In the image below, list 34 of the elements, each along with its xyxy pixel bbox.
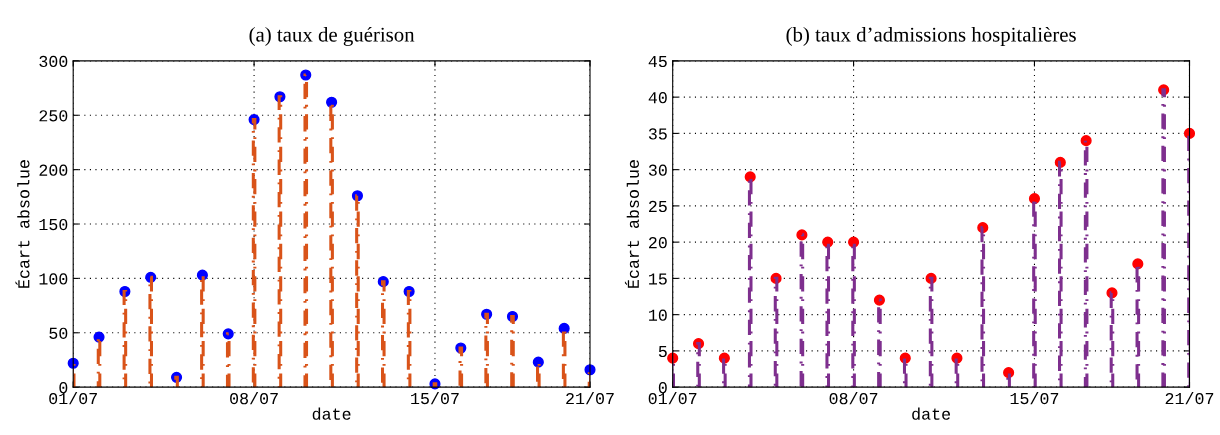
y-tick-label: 200 [39,164,68,176]
y-tick-label: 10 [649,309,667,321]
x-axis-title: date [312,407,351,420]
y-tick-label: 300 [39,55,68,68]
y-tick-label: 50 [49,327,68,339]
x-tick-label: 01/07 [648,392,697,405]
y-tick-label: 45 [648,55,667,68]
y-tick-label: 15 [649,273,667,285]
y-tick-label: 30 [648,164,667,176]
x-tick-label: 21/07 [1165,392,1214,405]
x-tick-label: 21/07 [566,392,614,405]
y-tick-label: 0 [59,382,68,394]
x-tick-label: 15/07 [411,392,459,405]
y-axis-title: Écart absolue [15,160,30,288]
point [558,322,570,334]
y-tick-label: 0 [658,382,667,394]
y-tick-label: 250 [39,110,68,122]
y-tick-label: 25 [649,200,667,213]
y-tick-label: 35 [648,128,667,140]
y-tick-label: 40 [648,92,667,104]
point [873,294,885,306]
x-tick-label: 15/07 [1010,392,1059,405]
x-axis-title: date [912,407,950,420]
y-tick-label: 100 [39,273,68,285]
y-tick-label: 20 [649,237,667,249]
x-tick-label: 08/07 [829,392,878,405]
x-tick-label: 08/07 [230,392,278,405]
y-tick-label: 5 [658,345,667,358]
y-tick-label: 150 [39,218,68,231]
chart-title: (b) taux d’admissions hospitalières [786,26,1076,46]
x-tick-label: 01/07 [49,392,97,405]
point [1080,135,1092,147]
y-axis-title: Écart absolue [624,160,639,288]
chart-title: (a) taux de guérison [249,26,415,46]
